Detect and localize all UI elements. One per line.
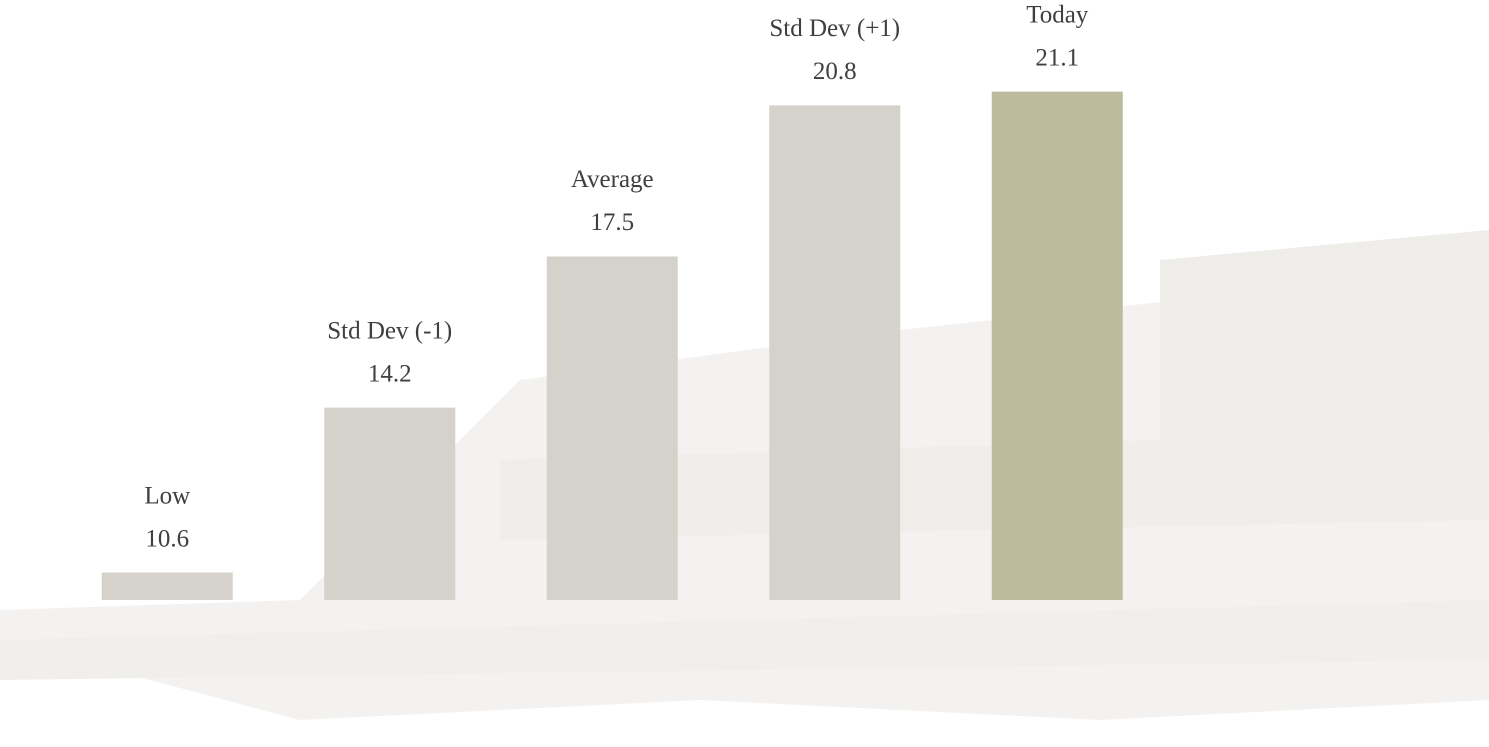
category-label: Std Dev (+1): [769, 15, 900, 42]
bar: [991, 91, 1123, 601]
bar: [546, 256, 678, 600]
background-building: [0, 230, 1489, 720]
bar: [324, 407, 456, 600]
category-label: Average: [571, 166, 654, 193]
bar: [101, 572, 233, 600]
category-label: Low: [144, 482, 190, 509]
value-label: 20.8: [813, 58, 857, 85]
category-label: Std Dev (-1): [327, 317, 452, 344]
category-label: Today: [1026, 1, 1089, 28]
value-label: 17.5: [590, 209, 634, 236]
value-label: 10.6: [145, 525, 189, 552]
value-label: 21.1: [1035, 44, 1079, 71]
bar: [769, 105, 901, 601]
value-label: 14.2: [368, 360, 412, 387]
